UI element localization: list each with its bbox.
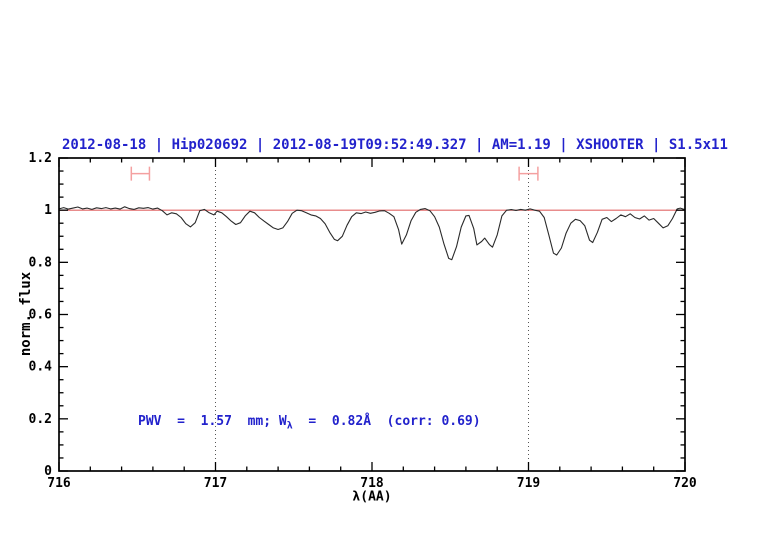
pwv-annotation: PWV = 1.57 mm; Wλ = 0.82Å (corr: 0.69)	[138, 414, 481, 432]
pwv-annotation-prefix: PWV = 1.57 mm; W	[138, 414, 287, 429]
y-tick-label: 0.8	[29, 255, 53, 270]
y-tick-label: 0.6	[29, 308, 53, 323]
x-tick-label: 719	[517, 476, 540, 491]
x-tick-label: 716	[47, 476, 71, 491]
y-tick-label: 0.4	[29, 360, 53, 375]
spectrum-line	[58, 206, 686, 261]
y-tick-label: 0.2	[29, 412, 52, 427]
x-tick-label: 718	[360, 476, 384, 491]
x-tick-label: 720	[673, 476, 697, 491]
y-tick-label: 0	[44, 464, 52, 479]
y-tick-label: 1	[44, 203, 52, 218]
y-tick-label: 1.2	[29, 151, 52, 166]
x-tick-label: 717	[204, 476, 227, 491]
plot-title: 2012-08-18 | Hip020692 | 2012-08-19T09:5…	[62, 137, 728, 153]
pwv-annotation-lambda-subscript: λ	[286, 420, 293, 432]
y-axis-label: norm. flux	[18, 271, 34, 357]
x-axis-label: λ(AA)	[352, 489, 392, 505]
pwv-annotation-suffix: = 0.82Å (corr: 0.69)	[292, 414, 481, 429]
